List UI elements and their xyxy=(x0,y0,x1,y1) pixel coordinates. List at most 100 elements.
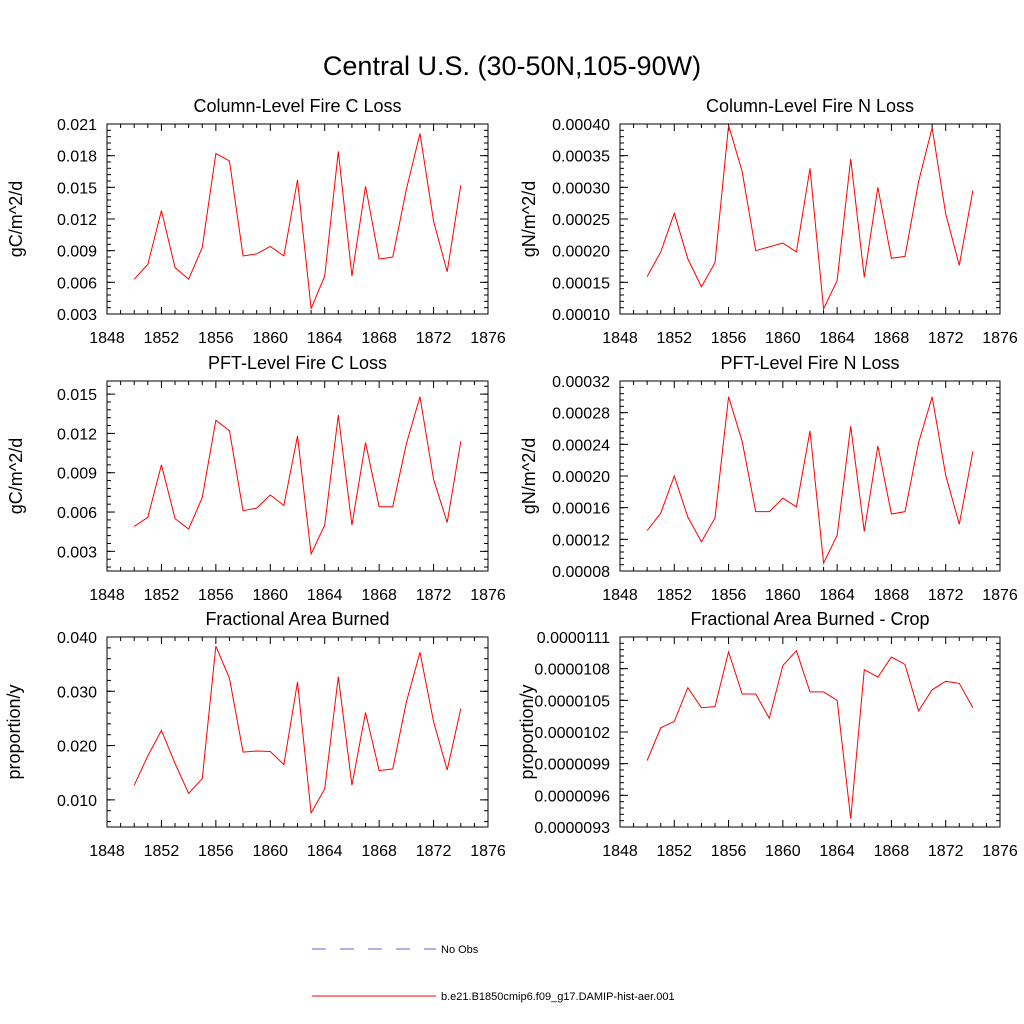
panel-5-xtick-label: 1876 xyxy=(470,843,506,860)
panel-1-series-line-1 xyxy=(133,133,462,309)
panel-6-ytick-label: 0.0000093 xyxy=(534,820,610,837)
legend-label-no-obs: No Obs xyxy=(441,944,479,956)
panel-2-xtick-label: 1876 xyxy=(982,330,1018,347)
panel-4-pft-level-fire-n-loss: PFT-Level Fire N Loss gN/m^2/d 1848 1852 185… xyxy=(519,353,1018,604)
panel-6-xtick-label: 1868 xyxy=(874,843,910,860)
panel-1-ytick-label: 0.012 xyxy=(57,212,97,229)
panel-4-xtick-label: 1860 xyxy=(765,587,801,604)
panel-3-ytick-label: 0.006 xyxy=(57,505,97,522)
panel-4-series-line-1 xyxy=(646,396,974,565)
panel-4-xtick-label: 1872 xyxy=(928,587,964,604)
panel-5-xtick-label: 1868 xyxy=(361,843,397,860)
panel-6-fractional-area-burned-crop: Fractional Area Burned - Crop proportion/… xyxy=(517,609,1018,860)
panel-3-xtick-label: 1876 xyxy=(470,587,506,604)
panel-2-xtick-label: 1852 xyxy=(656,330,692,347)
panel-5-xtick-label: 1872 xyxy=(416,843,452,860)
panel-4-ytick-label: 0.00024 xyxy=(552,437,610,454)
panel-3-xtick-label: 1852 xyxy=(144,587,180,604)
panel-1-ytick-label: 0.018 xyxy=(57,149,97,166)
legend: No Obs b.e21.B1850cmip6.f09_g17.DAMIP-hi… xyxy=(312,944,675,1003)
panel-3-xtick-label: 1860 xyxy=(252,587,288,604)
panels: Column-Level Fire C Loss gC/m^2/d 1848 1852… xyxy=(4,96,1018,860)
panel-4-xtick-label: 1848 xyxy=(602,587,638,604)
panel-6-xtick-label: 1856 xyxy=(711,843,747,860)
panel-1-ytick-label: 0.021 xyxy=(57,117,97,134)
panel-5-xtick-label: 1864 xyxy=(307,843,343,860)
panel-3-xtick-label: 1872 xyxy=(416,587,452,604)
panel-1-xtick-label: 1848 xyxy=(89,330,125,347)
panel-4-ytick-label: 0.00012 xyxy=(552,532,610,549)
panel-5-fractional-area-burned: Fractional Area Burned proportion/y 1848 18… xyxy=(4,609,506,860)
panel-1-ylabel: gC/m^2/d xyxy=(6,181,26,257)
panel-4-xtick-label: 1876 xyxy=(982,587,1018,604)
panel-2-xtick-label: 1868 xyxy=(874,330,910,347)
panel-4-xtick-label: 1868 xyxy=(874,587,910,604)
panel-6-xtick-label: 1860 xyxy=(765,843,801,860)
panel-3-series-line-1 xyxy=(133,396,462,556)
panel-6-ytick-label: 0.0000105 xyxy=(534,693,610,710)
panel-5-xtick-label: 1848 xyxy=(89,843,125,860)
panel-3-ylabel: gC/m^2/d xyxy=(6,438,26,514)
panel-6-xtick-label: 1852 xyxy=(656,843,692,860)
panel-2-column-level-fire-n-loss: Column-Level Fire N Loss gN/m^2/d 1848 1852… xyxy=(519,96,1018,347)
panel-6-xtick-label: 1864 xyxy=(819,843,855,860)
panel-5-xtick-label: 1856 xyxy=(198,843,234,860)
panel-2-xtick-label: 1848 xyxy=(602,330,638,347)
panel-5-ytick-label: 0.040 xyxy=(57,630,97,647)
panel-6-xtick-label: 1872 xyxy=(928,843,964,860)
panel-3-title: PFT-Level Fire C Loss xyxy=(208,353,387,373)
panel-6-xtick-label: 1848 xyxy=(602,843,638,860)
panel-2-ytick-label: 0.00035 xyxy=(552,149,610,166)
panel-5-ylabel: proportion/y xyxy=(4,684,24,779)
panel-1-xtick-label: 1876 xyxy=(470,330,506,347)
panel-1-xtick-label: 1872 xyxy=(416,330,452,347)
panel-4-ylabel: gN/m^2/d xyxy=(519,438,539,514)
panel-1-ytick-label: 0.003 xyxy=(57,307,97,324)
panel-2-xtick-label: 1856 xyxy=(711,330,747,347)
panel-2-ytick-label: 0.00030 xyxy=(552,180,610,197)
panel-6-ytick-label: 0.0000102 xyxy=(534,725,610,742)
panel-5-xtick-label: 1860 xyxy=(252,843,288,860)
panel-3-ytick-label: 0.003 xyxy=(57,544,97,561)
panel-3-xtick-label: 1848 xyxy=(89,587,125,604)
panel-4-ytick-label: 0.00016 xyxy=(552,501,610,518)
panel-1-xtick-label: 1860 xyxy=(252,330,288,347)
panel-4-xtick-label: 1856 xyxy=(711,587,747,604)
figure-title: Central U.S. (30-50N,105-90W) xyxy=(323,51,701,81)
panel-6-series-line-1 xyxy=(646,649,974,819)
panel-2-series-line-1 xyxy=(646,125,974,311)
panel-3-pft-level-fire-c-loss: PFT-Level Fire C Loss gC/m^2/d 1848 1852 185… xyxy=(6,353,506,604)
panel-1-title: Column-Level Fire C Loss xyxy=(193,96,401,116)
legend-label-series: b.e21.B1850cmip6.f09_g17.DAMIP-hist-aer.… xyxy=(441,991,675,1003)
panel-5-xtick-label: 1852 xyxy=(144,843,180,860)
panel-1-xtick-label: 1852 xyxy=(144,330,180,347)
panel-4-ytick-label: 0.00020 xyxy=(552,469,610,486)
panel-5-series-line-1 xyxy=(133,646,462,815)
panel-1-ytick-label: 0.006 xyxy=(57,275,97,292)
panel-2-ytick-label: 0.00025 xyxy=(552,212,610,229)
panel-5-ytick-label: 0.030 xyxy=(57,684,97,701)
panel-3-ytick-label: 0.009 xyxy=(57,466,97,483)
panel-4-ytick-label: 0.00008 xyxy=(552,564,610,581)
panel-6-title: Fractional Area Burned - Crop xyxy=(690,609,929,629)
panel-4-title: PFT-Level Fire N Loss xyxy=(720,353,899,373)
panel-1-ytick-label: 0.015 xyxy=(57,180,97,197)
panel-2-xtick-label: 1864 xyxy=(819,330,855,347)
panel-3-xtick-label: 1868 xyxy=(361,587,397,604)
panel-1-column-level-fire-c-loss: Column-Level Fire C Loss gC/m^2/d 1848 1852… xyxy=(6,96,506,347)
panel-5-ytick-label: 0.020 xyxy=(57,739,97,756)
panel-3-xtick-label: 1864 xyxy=(307,587,343,604)
panel-4-xtick-label: 1864 xyxy=(819,587,855,604)
panel-2-ytick-label: 0.00040 xyxy=(552,117,610,134)
panel-1-ytick-label: 0.009 xyxy=(57,244,97,261)
panel-6-ytick-label: 0.0000096 xyxy=(534,788,610,805)
panel-6-ytick-label: 0.0000099 xyxy=(534,757,610,774)
panel-1-xtick-label: 1864 xyxy=(307,330,343,347)
panel-2-ylabel: gN/m^2/d xyxy=(519,181,539,257)
panel-3-ytick-label: 0.012 xyxy=(57,426,97,443)
panel-2-ytick-label: 0.00010 xyxy=(552,307,610,324)
panel-4-xtick-label: 1852 xyxy=(656,587,692,604)
panel-3-ytick-label: 0.015 xyxy=(57,387,97,404)
